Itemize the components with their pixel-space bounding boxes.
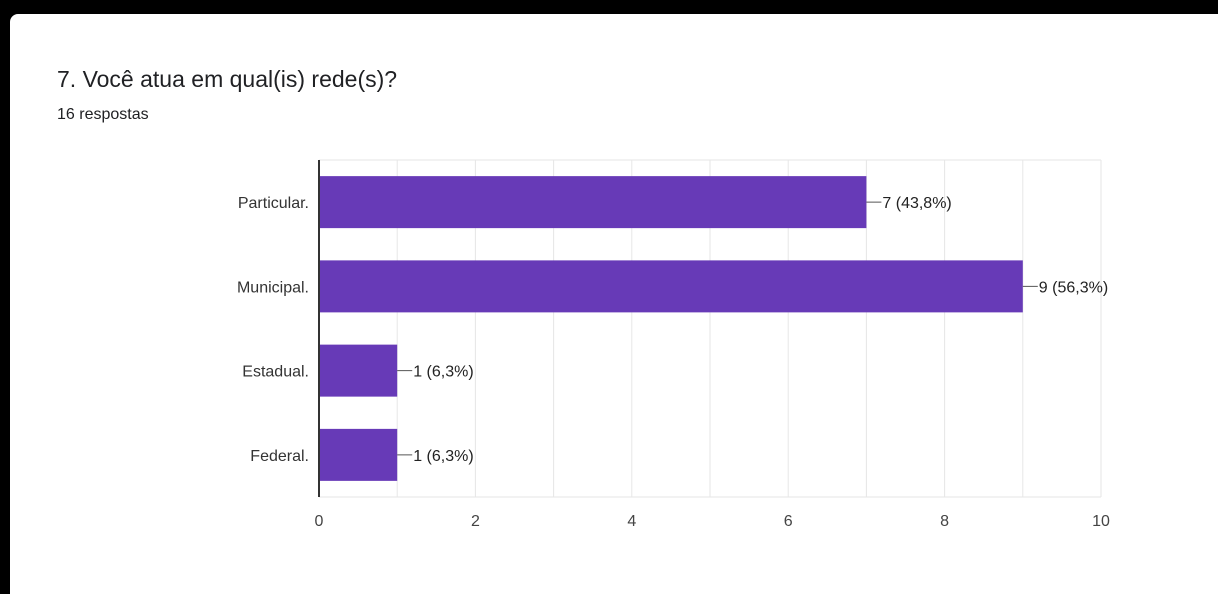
- question-title: 7. Você atua em qual(is) rede(s)?: [57, 66, 398, 92]
- x-tick-label: 10: [1092, 513, 1110, 530]
- bar: [319, 176, 867, 229]
- x-tick-label: 8: [940, 513, 949, 530]
- x-tick-label: 0: [315, 513, 324, 530]
- data-label: 1 (6,3%): [413, 448, 473, 465]
- category-label: Estadual.: [242, 364, 309, 381]
- x-tick-label: 6: [784, 513, 793, 530]
- data-label: 7 (43,8%): [882, 195, 951, 212]
- bar: [319, 428, 398, 481]
- data-label: 9 (56,3%): [1039, 279, 1108, 296]
- response-count: 16 respostas: [57, 106, 149, 123]
- bar: [319, 344, 398, 397]
- x-tick-label: 2: [471, 513, 480, 530]
- category-label: Municipal.: [237, 279, 309, 296]
- category-label: Particular.: [238, 195, 309, 212]
- data-label: 1 (6,3%): [413, 364, 473, 381]
- x-tick-label: 4: [627, 513, 636, 530]
- bar: [319, 260, 1023, 313]
- category-label: Federal.: [250, 448, 309, 465]
